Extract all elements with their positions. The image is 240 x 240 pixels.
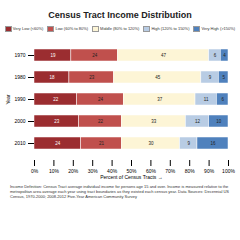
- svg-text:24: 24: [92, 53, 98, 58]
- svg-text:10: 10: [216, 119, 222, 124]
- svg-text:70%: 70%: [165, 168, 176, 174]
- svg-text:Percent of Census Tracts →: Percent of Census Tracts →: [100, 174, 163, 180]
- svg-text:33: 33: [151, 119, 157, 124]
- svg-text:0%: 0%: [31, 168, 39, 174]
- svg-text:5: 5: [222, 75, 225, 80]
- html-text:Low (60% to 80%): Low (60% to 80%): [55, 26, 89, 32]
- svg-text:23: 23: [89, 75, 95, 80]
- svg-text:100%: 100%: [222, 168, 235, 174]
- svg-text:45: 45: [155, 75, 161, 80]
- svg-text:10%: 10%: [49, 168, 60, 174]
- svg-text:24: 24: [55, 141, 61, 146]
- svg-text:47: 47: [161, 53, 167, 58]
- svg-text:9: 9: [187, 141, 190, 146]
- svg-text:12: 12: [195, 119, 201, 124]
- svg-text:Year: Year: [5, 94, 11, 104]
- svg-text:60%: 60%: [145, 168, 156, 175]
- svg-text:30: 30: [148, 141, 154, 146]
- svg-text:1990: 1990: [14, 96, 25, 102]
- svg-text:1980: 1980: [14, 74, 25, 80]
- html-text:Census Tract Income Distributi: Census Tract Income Distribution: [48, 10, 192, 20]
- svg-text:30%: 30%: [88, 168, 99, 174]
- svg-text:1970: 1970: [14, 52, 25, 58]
- svg-text:80%: 80%: [185, 168, 196, 174]
- html-text:Income Definition: Census Trac: Income Definition: Census Tract average …: [10, 184, 229, 199]
- svg-text:18: 18: [49, 75, 55, 80]
- html-text:Very High (>150%): Very High (>150%): [201, 26, 236, 32]
- svg-text:2000: 2000: [14, 118, 25, 124]
- svg-text:4: 4: [223, 53, 226, 58]
- svg-text:22: 22: [98, 119, 104, 124]
- svg-text:22: 22: [53, 97, 59, 102]
- html-text:Very Low (<60%): Very Low (<60%): [12, 26, 44, 32]
- html-text:Middle (80% to 120%): Middle (80% to 120%): [100, 26, 140, 32]
- svg-text:11: 11: [204, 97, 209, 102]
- svg-text:2010: 2010: [14, 140, 25, 146]
- svg-text:9: 9: [209, 75, 212, 80]
- svg-text:19: 19: [50, 53, 56, 58]
- html-text:High (120% to 150%): High (120% to 150%): [151, 26, 190, 32]
- svg-text:21: 21: [99, 141, 105, 146]
- svg-text:40%: 40%: [107, 168, 118, 175]
- svg-text:24: 24: [98, 97, 104, 102]
- svg-text:20%: 20%: [68, 168, 79, 174]
- svg-text:23: 23: [54, 119, 60, 124]
- svg-text:16: 16: [210, 141, 216, 146]
- svg-text:90%: 90%: [204, 168, 215, 174]
- svg-text:50%: 50%: [126, 168, 137, 175]
- svg-text:37: 37: [157, 97, 163, 102]
- svg-text:6: 6: [221, 97, 224, 102]
- svg-text:6: 6: [214, 53, 217, 58]
